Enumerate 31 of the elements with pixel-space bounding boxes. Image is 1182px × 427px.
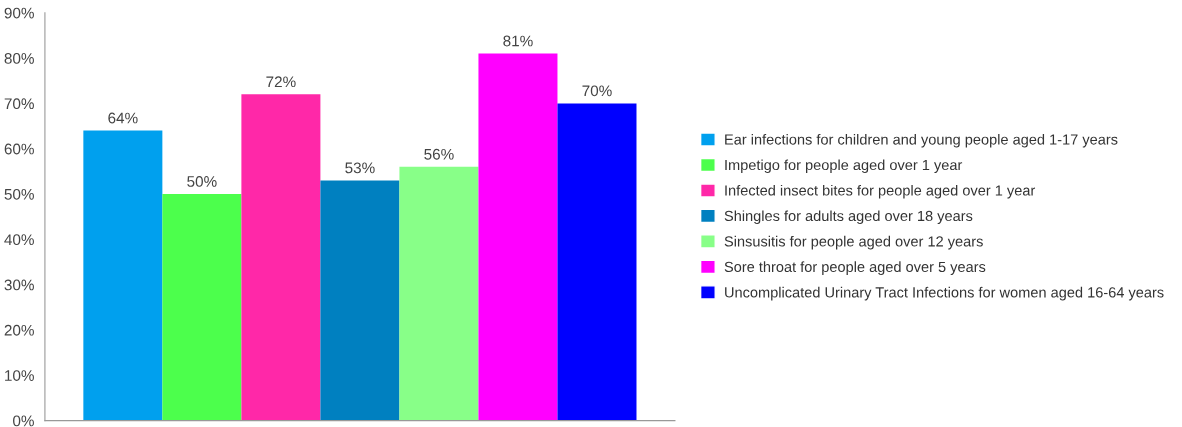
legend-label: Impetigo for people aged over 1 year: [725, 159, 963, 174]
y-tick-label: 10%: [5, 370, 34, 381]
legend-label: Uncomplicated Urinary Tract Infections for women aged 16-64 years: [725, 286, 1164, 301]
data-label: 70%: [582, 85, 612, 97]
data-label: 50%: [187, 176, 217, 187]
data-label: 56%: [424, 148, 454, 160]
bar: [162, 194, 242, 421]
y-tick-label: 70%: [4, 98, 34, 110]
bar: [241, 94, 321, 421]
bar: [557, 103, 637, 421]
bar: [320, 180, 400, 421]
data-label: 72%: [266, 76, 296, 88]
legend-label: Ear infections for children and young people aged 1-17 years: [725, 133, 1118, 148]
bar: [399, 166, 479, 421]
y-tick-label: 0%: [13, 415, 34, 427]
legend-label: Sinsusitis for people aged over 12 years: [724, 235, 983, 250]
y-tick-label: 40%: [4, 234, 34, 246]
y-tick-label: 80%: [4, 52, 34, 64]
y-tick-label: 30%: [4, 279, 34, 291]
y-tick-label: 50%: [4, 188, 34, 200]
data-label: 64%: [108, 112, 138, 124]
legend-label: Infected insect bites for people aged over 1 year: [725, 184, 1036, 199]
y-tick-label: 60%: [4, 143, 34, 155]
bar: [83, 130, 163, 421]
y-tick-label: 20%: [4, 324, 34, 336]
y-tick-label: 90%: [4, 7, 34, 19]
bar: [478, 53, 558, 421]
legend-label: Sore throat for people aged over 5 years: [724, 261, 986, 275]
legend-label: Shingles for adults aged over 18 years: [724, 210, 973, 224]
data-label: 53%: [345, 162, 375, 174]
data-label: 81%: [503, 35, 533, 47]
